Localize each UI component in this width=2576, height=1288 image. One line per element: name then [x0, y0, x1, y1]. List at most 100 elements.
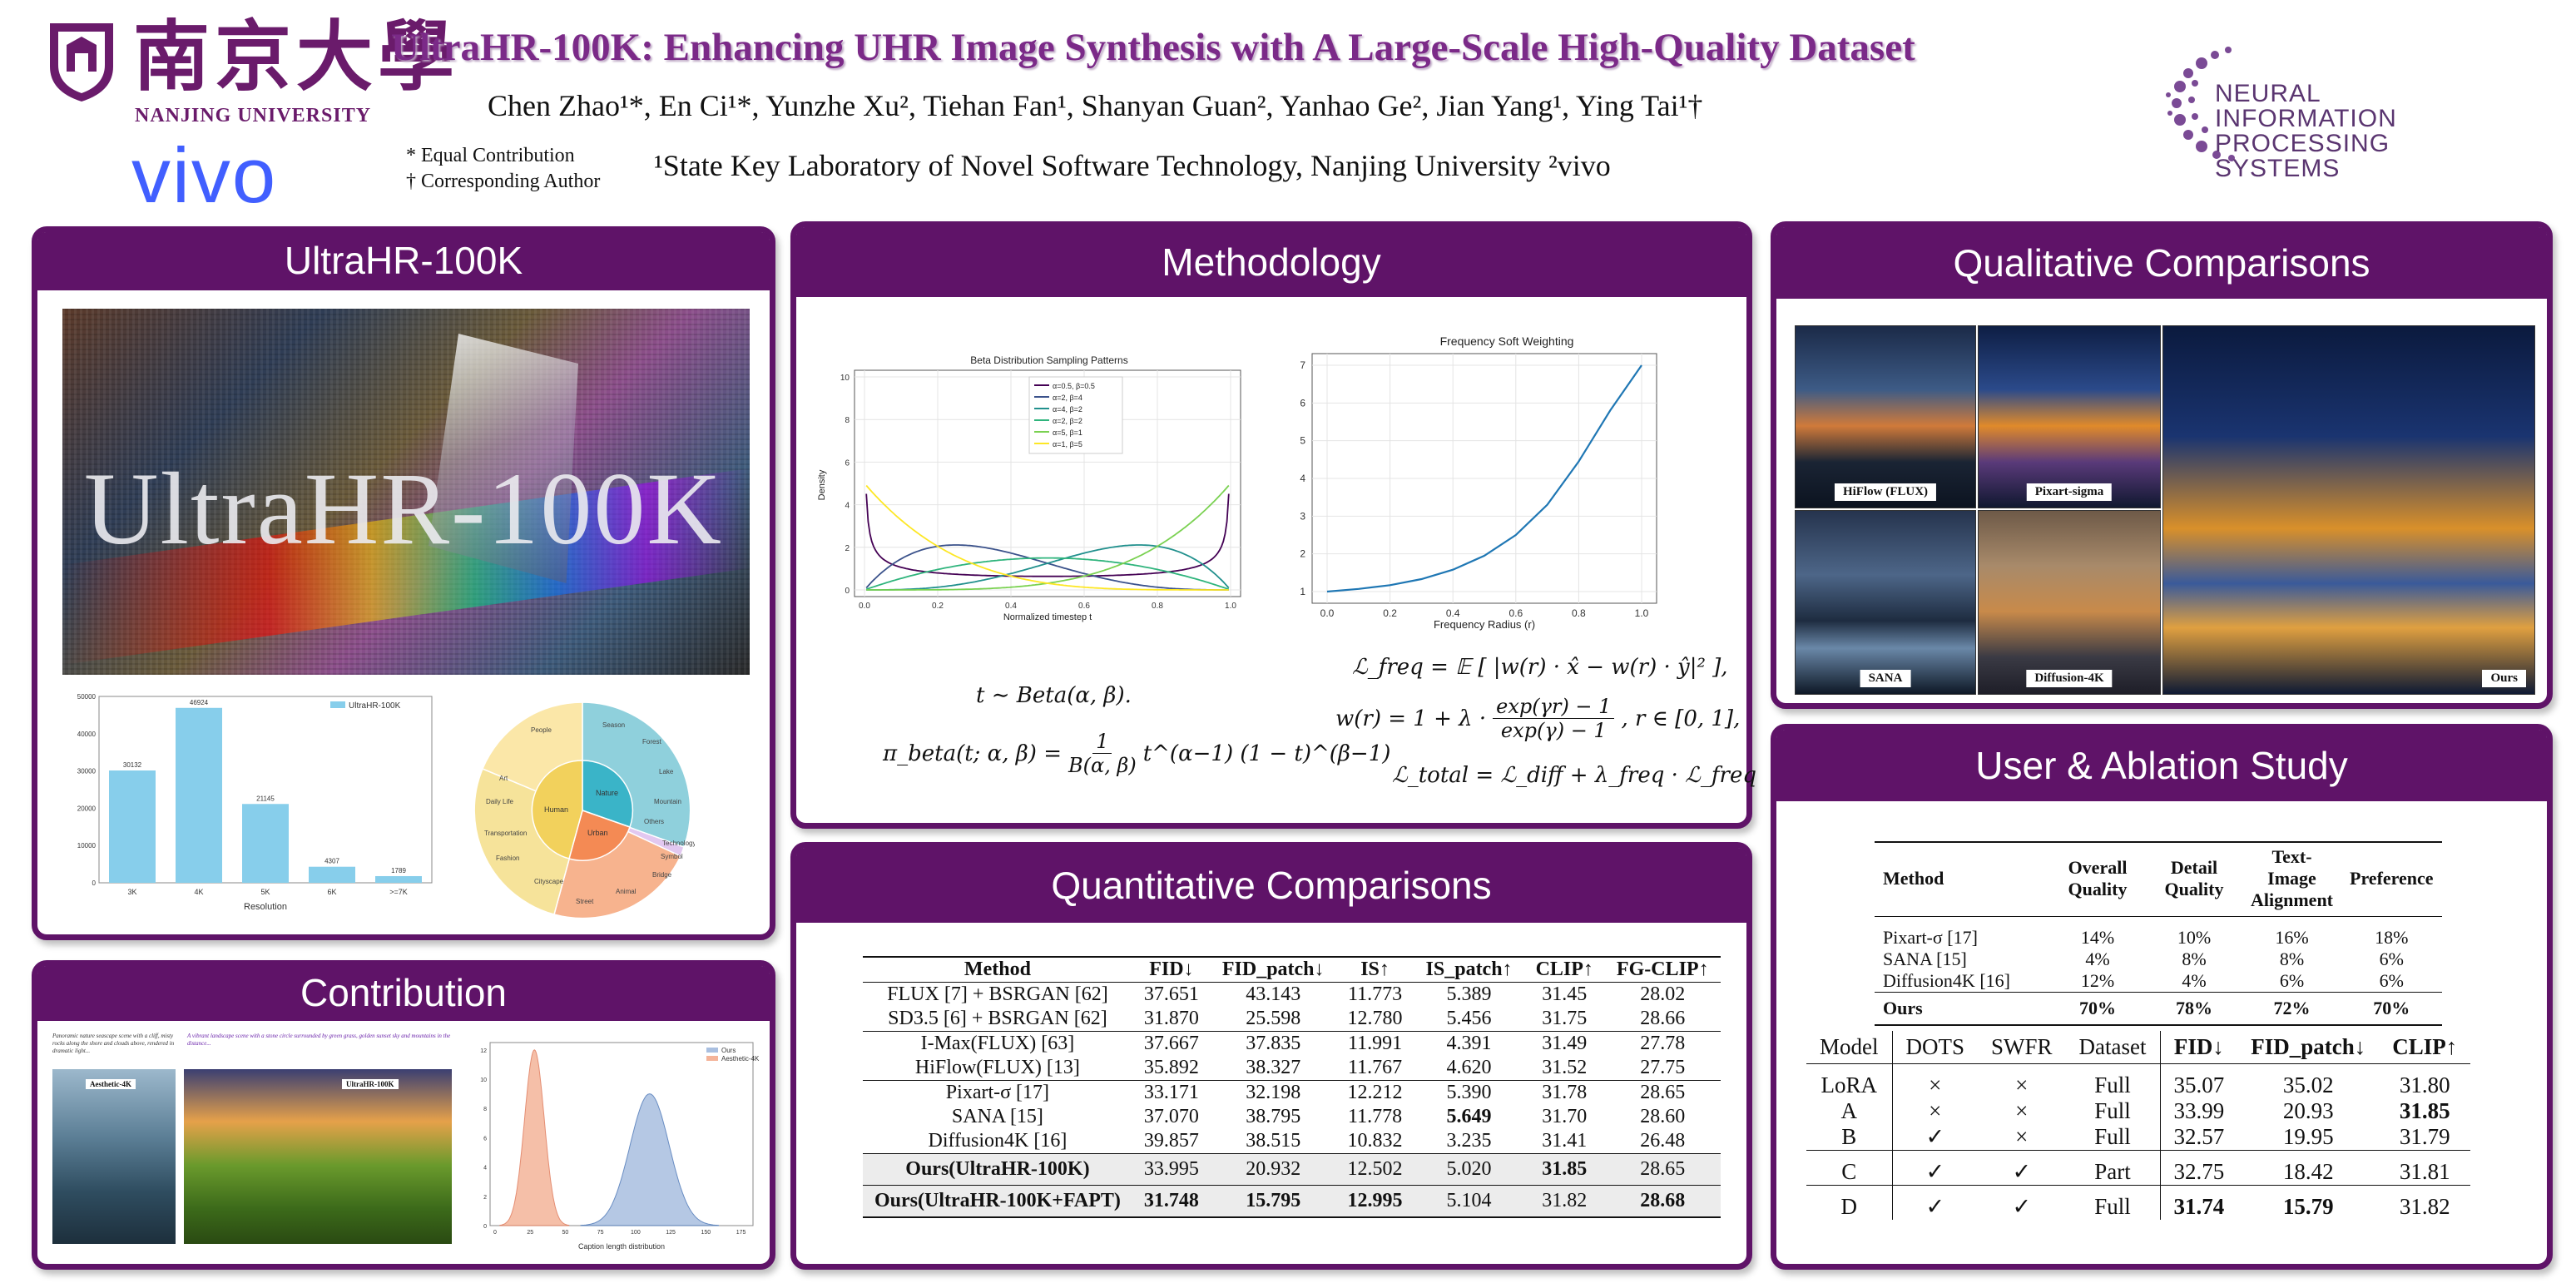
bar-value-label: 30132: [123, 761, 142, 769]
dataset-panel-title: UltraHR-100K: [37, 232, 770, 290]
table-cell: 11.991: [1347, 1033, 1403, 1054]
column-header: FID_patch↓: [2251, 1034, 2366, 1059]
methodology-panel: Methodology Beta Distribution Sampling P…: [790, 221, 1756, 829]
y-tick-label: 0: [92, 879, 97, 887]
table-cell: 35.07: [2173, 1073, 2225, 1097]
x-tick-label: 0.6: [1078, 602, 1090, 611]
table-cell: I-Max(FLUX) [63]: [920, 1033, 1075, 1054]
y-axis-label: Density: [817, 469, 827, 500]
x-tick-label: 175: [736, 1230, 746, 1236]
frequency-loss-equation: ℒ_freq = 𝔼 [ |w(r) · x̂ − w(r) · ŷ|² ],: [1352, 655, 1728, 680]
x-tick-label: 125: [666, 1230, 676, 1236]
table-cell: 32.198: [1246, 1082, 1301, 1103]
bar-value-label: 4307: [324, 858, 339, 865]
column-header: Model: [1806, 1031, 1893, 1064]
resolution-bar-chart: 0 10000 20000 30000 40000 50000 30132 3K 46924 4…: [77, 693, 433, 912]
column-header: DOTS: [1905, 1034, 1965, 1059]
y-tick-label: 0: [483, 1224, 487, 1230]
table-cell: 31.748: [1143, 1190, 1199, 1211]
table-cell: 31.45: [1542, 983, 1588, 1005]
bar-value-label: 46924: [190, 699, 209, 706]
aesthetic-image-label: Aesthetic-4K: [86, 1079, 136, 1089]
table-cell: 20.932: [1246, 1158, 1301, 1180]
table-cell: 20.93: [2282, 1098, 2334, 1123]
table-cell: 12.995: [1347, 1190, 1403, 1211]
table-cell: 35.02: [2282, 1073, 2334, 1097]
table-cell: 33.995: [1143, 1158, 1199, 1180]
table-cell: 10%: [2177, 927, 2212, 948]
table-cell: Diffusion4K [16]: [1883, 970, 2010, 991]
table-cell: 35.892: [1143, 1057, 1199, 1078]
table-row: HiFlow(FLUX) [13] 35.892 38.327 11.767 4.620…: [863, 1056, 1721, 1081]
table-cell: ×: [1929, 1073, 1942, 1097]
table-row-ours: Ours(UltraHR-100K) 33.995 20.932 12.502 5.02…: [863, 1153, 1721, 1186]
x-tick-label: 1.0: [1225, 602, 1236, 611]
aesthetic-distribution-area: [499, 1049, 570, 1226]
table-cell: 27.78: [1640, 1033, 1686, 1054]
table-cell: ✓: [1925, 1124, 1945, 1149]
y-tick-label: 5: [1300, 435, 1305, 447]
table-cell: 4.391: [1446, 1033, 1492, 1054]
x-axis-label: Caption length distribution: [578, 1242, 665, 1251]
table-cell: ×: [2015, 1098, 2029, 1123]
caption-length-chart: 0 2 4 6 8 10 12 0 25 50 75 100 125 150 175 Ours Aesth…: [480, 1042, 760, 1251]
table-cell: 31.49: [1542, 1033, 1588, 1054]
x-tick-label: 0.8: [1152, 602, 1163, 611]
sana-result-image: SANA: [1795, 510, 1976, 695]
table-cell: 33.171: [1143, 1082, 1199, 1103]
table-cell: Full: [2065, 1124, 2161, 1151]
table-row: Diffusion4K [16] 39.857 38.515 10.832 3.235 3…: [863, 1129, 1721, 1154]
table-cell: 19.95: [2282, 1124, 2334, 1149]
x-tick-label: 0.8: [1572, 607, 1586, 619]
table-cell: 5.104: [1446, 1190, 1492, 1211]
table-cell: 16%: [2275, 927, 2309, 948]
table-cell: 31.41: [1542, 1130, 1588, 1152]
nju-english-name: NANJING UNIVERSITY: [135, 105, 372, 126]
x-tick-label: 0.6: [1508, 607, 1523, 619]
table-cell: A: [1806, 1098, 1893, 1124]
table-row-ours: Ours(UltraHR-100K+FAPT) 31.748 15.795 12.99…: [863, 1185, 1721, 1217]
x-tick-label: >=7K: [389, 888, 408, 896]
chart-title: Frequency Soft Weighting: [1440, 334, 1574, 348]
beta-series-line: [865, 484, 1229, 591]
sunburst-outer-label: Animal: [616, 888, 637, 895]
category-sunburst-chart: Nature Human Urban Season Forest Lake Mo…: [473, 701, 695, 919]
table-cell: ✓: [2012, 1194, 2032, 1219]
x-tick-label: 4K: [194, 888, 203, 896]
column-header: Method: [1883, 868, 1944, 889]
bar-value-label: 1789: [391, 867, 406, 874]
y-tick-label: 4: [483, 1166, 487, 1172]
contribution-panel: Contribution Panoramic nature seascape s…: [32, 960, 775, 1270]
table-cell: 43.143: [1246, 983, 1301, 1005]
y-tick-label: 20000: [77, 805, 97, 812]
table-cell: Ours(UltraHR-100K+FAPT): [874, 1190, 1121, 1211]
table-cell: 8%: [2279, 949, 2305, 969]
x-tick-label: 0: [493, 1230, 497, 1236]
table-cell: 28.65: [1640, 1082, 1686, 1103]
diffusion4k-result-image: Diffusion-4K: [1978, 510, 2161, 695]
qualitative-panel-title: Qualitative Comparisons: [1776, 227, 2547, 299]
user-study-table: Method Overall Quality Detail Quality Text-…: [1875, 841, 2442, 1026]
sunburst-outer-label: Lake: [659, 768, 674, 775]
quantitative-panel: Quantitative Comparisons Method FID↓ FID_p…: [790, 842, 1752, 1270]
table-cell: 70%: [2373, 998, 2410, 1018]
legend-label: Ours: [721, 1047, 736, 1054]
ours-distribution-area: [580, 1093, 720, 1226]
table-cell: 5.649: [1446, 1106, 1492, 1127]
ablation-table: Model DOTS SWFR Dataset FID↓ FID_patch↓ CLIP↑ L…: [1806, 1031, 2471, 1220]
x-axis-label: Resolution: [244, 902, 287, 912]
x-axis-label: Frequency Radius (r): [1434, 618, 1535, 631]
legend-label: α=2, β=4: [1053, 394, 1082, 402]
x-tick-label: 100: [631, 1230, 641, 1236]
image-label: HiFlow (FLUX): [1834, 483, 1937, 501]
table-cell: FLUX [7] + BSRGAN [62]: [887, 983, 1108, 1005]
sunburst-outer-label: Cityscape: [534, 878, 564, 885]
column-header: FID↓: [2173, 1034, 2224, 1059]
table-cell: 37.651: [1143, 983, 1199, 1005]
beta-density-equation: π_beta(t; α, β) = 1 B(α, β) t^(α−1) (1 −…: [883, 730, 1390, 777]
legend-swatch: [706, 1048, 718, 1053]
dataset-mosaic-image: UltraHR-100K: [62, 309, 750, 675]
table-cell: 32.57: [2173, 1124, 2225, 1149]
y-tick-label: 12: [480, 1048, 487, 1054]
table-row: Diffusion4K [16] 12% 4% 6% 6%: [1875, 970, 2442, 993]
